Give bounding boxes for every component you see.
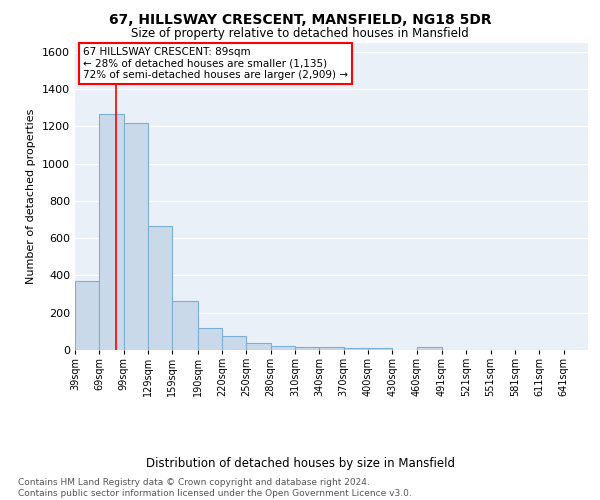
Bar	[124, 122, 148, 350]
Bar	[222, 336, 246, 350]
Bar	[417, 346, 442, 350]
Bar	[75, 281, 100, 350]
Bar	[319, 348, 344, 350]
Text: Distribution of detached houses by size in Mansfield: Distribution of detached houses by size …	[146, 458, 455, 470]
Bar	[100, 114, 124, 350]
Text: Contains HM Land Registry data © Crown copyright and database right 2024.
Contai: Contains HM Land Registry data © Crown c…	[18, 478, 412, 498]
Bar	[197, 328, 222, 350]
Y-axis label: Number of detached properties: Number of detached properties	[26, 108, 37, 284]
Text: 67, HILLSWAY CRESCENT, MANSFIELD, NG18 5DR: 67, HILLSWAY CRESCENT, MANSFIELD, NG18 5…	[109, 12, 491, 26]
Bar	[344, 348, 368, 350]
Text: Size of property relative to detached houses in Mansfield: Size of property relative to detached ho…	[131, 28, 469, 40]
Text: 67 HILLSWAY CRESCENT: 89sqm
← 28% of detached houses are smaller (1,135)
72% of : 67 HILLSWAY CRESCENT: 89sqm ← 28% of det…	[83, 47, 347, 80]
Bar	[368, 348, 392, 350]
Bar	[172, 300, 197, 350]
Bar	[246, 344, 271, 350]
Bar	[148, 226, 172, 350]
Bar	[271, 346, 295, 350]
Bar	[295, 347, 319, 350]
